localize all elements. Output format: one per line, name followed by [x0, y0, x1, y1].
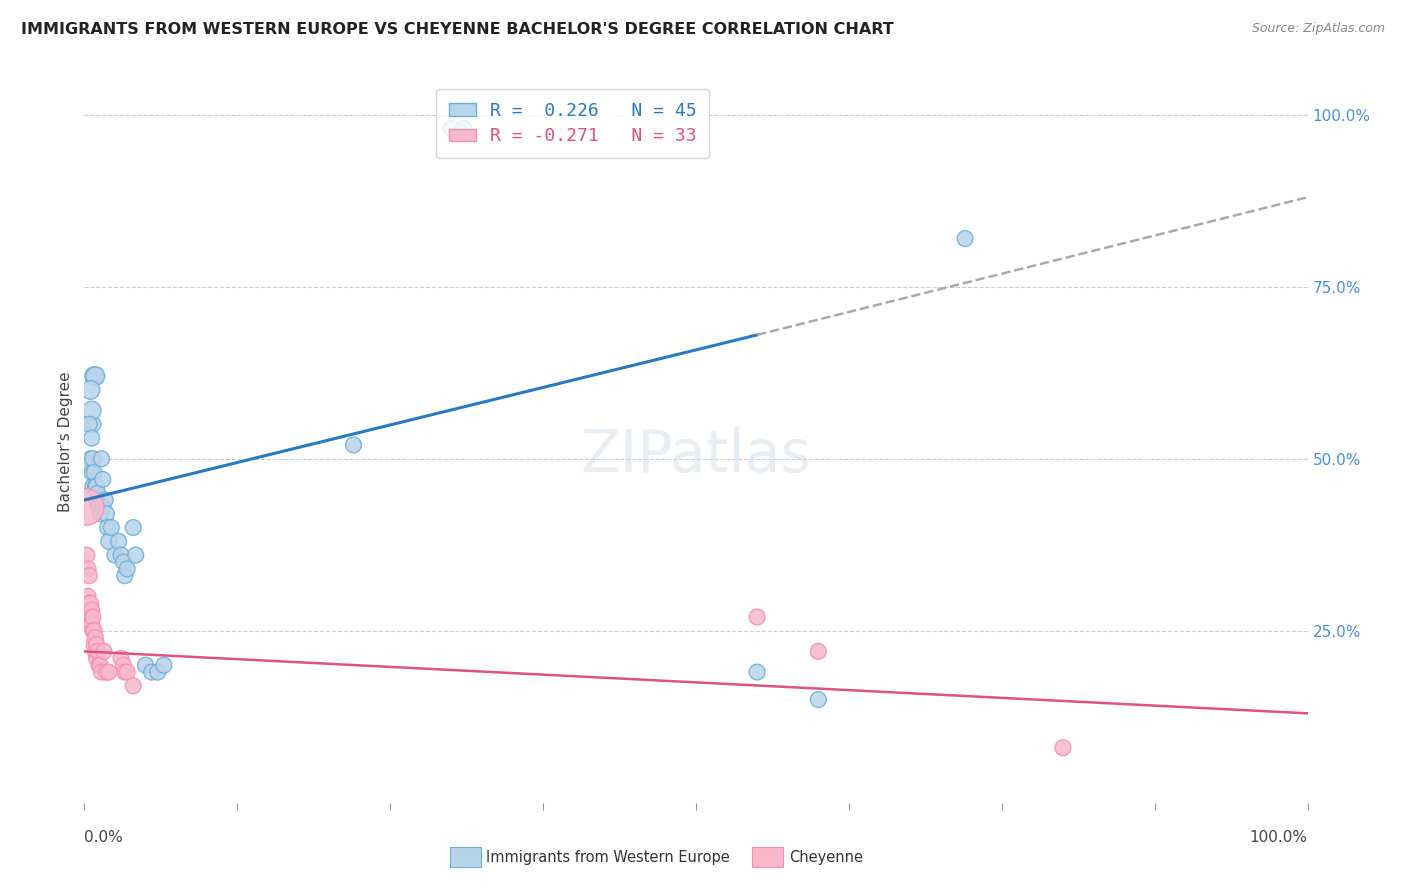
Point — [90, 451, 112, 466]
Point — [82, 451, 104, 466]
Point — [77, 562, 100, 576]
Text: Cheyenne: Cheyenne — [789, 850, 863, 864]
Point — [104, 548, 127, 562]
Text: IMMIGRANTS FROM WESTERN EUROPE VS CHEYENNE BACHELOR'S DEGREE CORRELATION CHART: IMMIGRANTS FROM WESTERN EUROPE VS CHEYEN… — [21, 22, 894, 37]
Text: ZIPatlas: ZIPatlas — [581, 427, 811, 484]
Point — [84, 644, 107, 658]
Point — [83, 369, 105, 384]
Point — [91, 500, 114, 514]
Point — [79, 451, 101, 466]
Point — [112, 658, 135, 673]
Point — [453, 121, 475, 136]
Point — [747, 610, 769, 624]
Point — [80, 616, 103, 631]
Point — [80, 466, 103, 480]
Point — [84, 631, 107, 645]
Point — [110, 651, 132, 665]
Point — [75, 500, 97, 514]
Point — [83, 638, 105, 652]
Point — [91, 472, 114, 486]
Point — [79, 383, 101, 397]
Point — [82, 479, 104, 493]
Point — [86, 479, 108, 493]
Point — [80, 403, 103, 417]
Point — [80, 603, 103, 617]
Point — [114, 665, 136, 679]
Point — [110, 548, 132, 562]
Point — [125, 548, 148, 562]
Point — [122, 679, 145, 693]
Legend: R =  0.226   N = 45, R = -0.271   N = 33: R = 0.226 N = 45, R = -0.271 N = 33 — [436, 89, 709, 158]
Point — [807, 692, 830, 706]
Point — [77, 568, 100, 582]
Point — [953, 231, 976, 245]
Text: Immigrants from Western Europe: Immigrants from Western Europe — [486, 850, 730, 864]
Point — [86, 493, 108, 508]
Point — [135, 658, 157, 673]
Point — [97, 520, 120, 534]
Point — [87, 500, 110, 514]
Point — [153, 658, 176, 673]
Point — [84, 369, 107, 384]
Point — [80, 431, 103, 445]
Point — [114, 568, 136, 582]
Point — [83, 466, 105, 480]
Point — [79, 596, 101, 610]
Point — [342, 438, 364, 452]
Point — [94, 493, 117, 508]
Text: 0.0%: 0.0% — [84, 830, 124, 846]
Point — [76, 548, 98, 562]
Point — [115, 562, 138, 576]
Point — [100, 520, 122, 534]
Point — [86, 638, 108, 652]
Point — [96, 507, 118, 521]
Point — [82, 610, 104, 624]
Point — [747, 665, 769, 679]
Point — [77, 417, 100, 432]
Text: 100.0%: 100.0% — [1250, 830, 1308, 846]
Point — [84, 479, 107, 493]
Point — [97, 665, 120, 679]
Point — [107, 534, 129, 549]
Point — [440, 121, 463, 136]
Point — [82, 417, 104, 432]
Point — [807, 644, 830, 658]
Point — [1052, 740, 1074, 755]
Point — [77, 590, 100, 604]
Point — [82, 624, 104, 638]
Point — [141, 665, 163, 679]
Point — [89, 507, 111, 521]
Point — [90, 665, 112, 679]
Point — [97, 534, 120, 549]
Point — [89, 658, 111, 673]
Point — [77, 458, 100, 473]
Text: Source: ZipAtlas.com: Source: ZipAtlas.com — [1251, 22, 1385, 36]
Point — [112, 555, 135, 569]
Y-axis label: Bachelor's Degree: Bachelor's Degree — [58, 371, 73, 512]
Point — [96, 665, 118, 679]
Point — [122, 520, 145, 534]
Point — [77, 596, 100, 610]
Point — [87, 658, 110, 673]
Point — [86, 651, 108, 665]
Point — [115, 665, 138, 679]
Point — [83, 624, 105, 638]
Point — [87, 486, 110, 500]
Point — [146, 665, 169, 679]
Point — [87, 644, 110, 658]
Point — [79, 610, 101, 624]
Point — [93, 644, 115, 658]
